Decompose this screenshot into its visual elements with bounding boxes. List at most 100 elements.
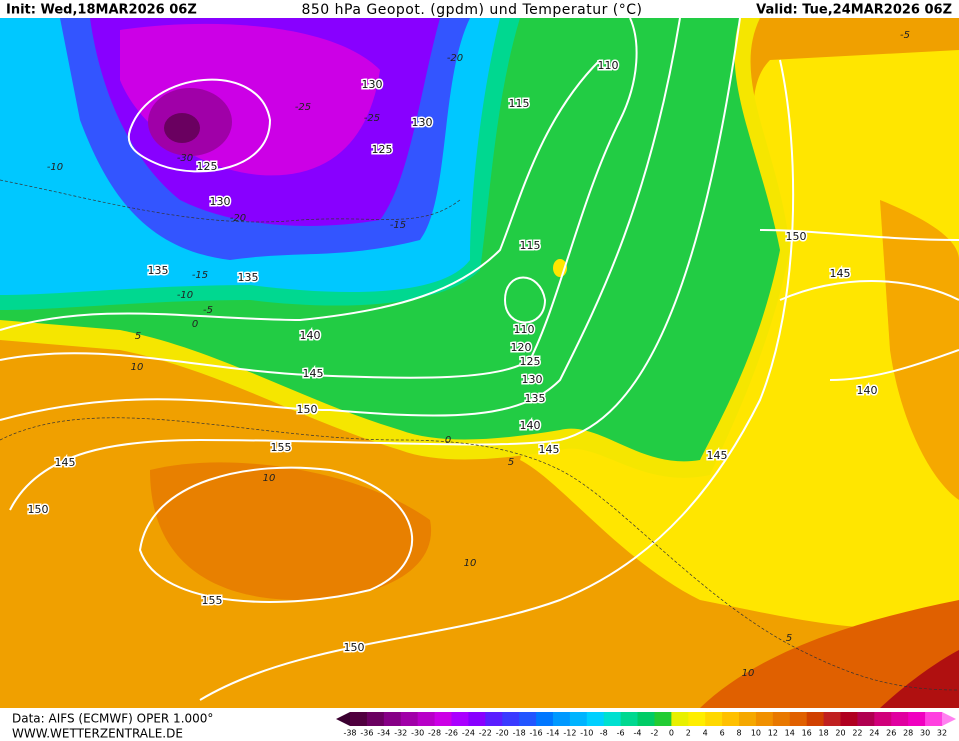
geopotential-label: 150 xyxy=(297,403,318,416)
legend-swatch xyxy=(722,712,740,726)
legend-swatch xyxy=(671,712,689,726)
legend-label: 0 xyxy=(669,729,674,738)
temperature-label: 0 xyxy=(192,319,198,330)
geopotential-label: 150 xyxy=(786,230,807,243)
legend-label: 20 xyxy=(835,729,845,738)
legend-swatch xyxy=(586,712,605,726)
legend-swatch xyxy=(789,712,808,726)
legend-label: -6 xyxy=(617,729,625,738)
temperature-label: 5 xyxy=(786,633,792,644)
legend-swatch xyxy=(772,712,791,726)
legend-swatch xyxy=(552,712,571,726)
isoline xyxy=(9,17,741,511)
legend-swatch xyxy=(857,712,875,726)
temperature-label: -15 xyxy=(192,270,208,281)
legend-label: -30 xyxy=(411,729,424,738)
legend-swatch xyxy=(569,712,588,726)
legend-swatch xyxy=(468,712,486,726)
temperature-label: -5 xyxy=(203,305,213,316)
isolines xyxy=(0,17,959,701)
temperature-label: 10 xyxy=(742,668,755,679)
isoline xyxy=(779,280,959,381)
temperature-label: -20 xyxy=(447,53,463,64)
temperature-label: -25 xyxy=(364,113,380,124)
legend-swatch xyxy=(400,712,419,726)
legend-swatch xyxy=(840,712,858,726)
legend-label: 6 xyxy=(720,729,725,738)
map-field xyxy=(0,18,959,708)
geopotential-label: 145 xyxy=(303,367,324,380)
isoline xyxy=(127,78,272,173)
legend-label: -10 xyxy=(580,729,593,738)
legend-swatch xyxy=(417,712,436,726)
temperature-label: 5 xyxy=(135,331,141,342)
geopotential-label: 110 xyxy=(514,323,535,336)
frigid-center xyxy=(164,113,200,143)
legend-swatch xyxy=(502,712,520,726)
legend-arrow-high xyxy=(942,712,956,726)
geopotential-label: 125 xyxy=(197,160,218,173)
legend-swatch xyxy=(891,712,909,726)
geopotential-label: 155 xyxy=(202,594,223,607)
legend-swatch xyxy=(705,712,723,726)
temperature-label: -5 xyxy=(900,30,910,41)
isoline xyxy=(0,17,681,421)
isoline xyxy=(503,276,547,324)
geopotential-label: 145 xyxy=(707,449,728,462)
isoline xyxy=(138,466,413,603)
geopotential-label: 140 xyxy=(520,419,541,432)
header-bar xyxy=(0,0,959,18)
legend-label: 10 xyxy=(751,729,761,738)
isoline xyxy=(759,229,959,241)
legend-swatch xyxy=(908,712,926,726)
temperature-label: -20 xyxy=(230,213,246,224)
legend-swatch xyxy=(603,712,622,726)
geopotential-label: 155 xyxy=(271,441,292,454)
legend-swatch xyxy=(383,712,402,726)
legend-label: -28 xyxy=(428,729,441,738)
geopotential-label: 130 xyxy=(210,195,231,208)
legend-label: 28 xyxy=(903,729,913,738)
legend-swatch xyxy=(806,712,825,726)
geopotential-label: 135 xyxy=(148,264,169,277)
geopotential-label: 135 xyxy=(238,271,259,284)
legend-swatch xyxy=(451,712,469,726)
legend-label: -2 xyxy=(650,729,658,738)
legend-label: -38 xyxy=(343,729,356,738)
warm-core xyxy=(150,462,432,600)
isoline xyxy=(0,17,638,379)
geopotential-label: 120 xyxy=(511,341,532,354)
legend-label: 16 xyxy=(802,729,812,738)
geopotential-label: 130 xyxy=(362,78,383,91)
temperature-label: 5 xyxy=(508,457,514,468)
south-hotter xyxy=(880,650,959,708)
legend-label: 14 xyxy=(785,729,795,738)
legend-label: -12 xyxy=(563,729,576,738)
temperature-isoline xyxy=(0,179,461,223)
temperature-label: -10 xyxy=(47,162,63,173)
legend-label: 2 xyxy=(686,729,691,738)
isoline xyxy=(199,59,795,701)
legend-swatch xyxy=(485,712,503,726)
legend-swatch xyxy=(620,712,639,726)
legend-label: -18 xyxy=(513,729,526,738)
geopotential-label: 145 xyxy=(55,456,76,469)
legend-label: -8 xyxy=(600,729,608,738)
geopotential-label: 125 xyxy=(520,355,541,368)
legend-label: -14 xyxy=(546,729,559,738)
legend-swatch xyxy=(925,712,943,726)
legend-swatch xyxy=(755,712,774,726)
legend-label: 4 xyxy=(703,729,708,738)
geopotential-label: 150 xyxy=(344,641,365,654)
legend-label: 24 xyxy=(869,729,879,738)
legend-label: -32 xyxy=(394,729,407,738)
temperature-label: 10 xyxy=(131,362,144,373)
geopotential-label: 140 xyxy=(300,329,321,342)
geopotential-label: 145 xyxy=(830,267,851,280)
color-legend: -38 -36 -34 -32 -30 -28 -26 -24 -22 -20 -18 -16 -14-… xyxy=(336,712,956,738)
legend-label: -24 xyxy=(462,729,475,738)
legend-swatch xyxy=(434,712,452,726)
legend-label: -22 xyxy=(479,729,492,738)
temperature-label: 10 xyxy=(263,473,276,484)
legend-swatch xyxy=(350,712,368,726)
